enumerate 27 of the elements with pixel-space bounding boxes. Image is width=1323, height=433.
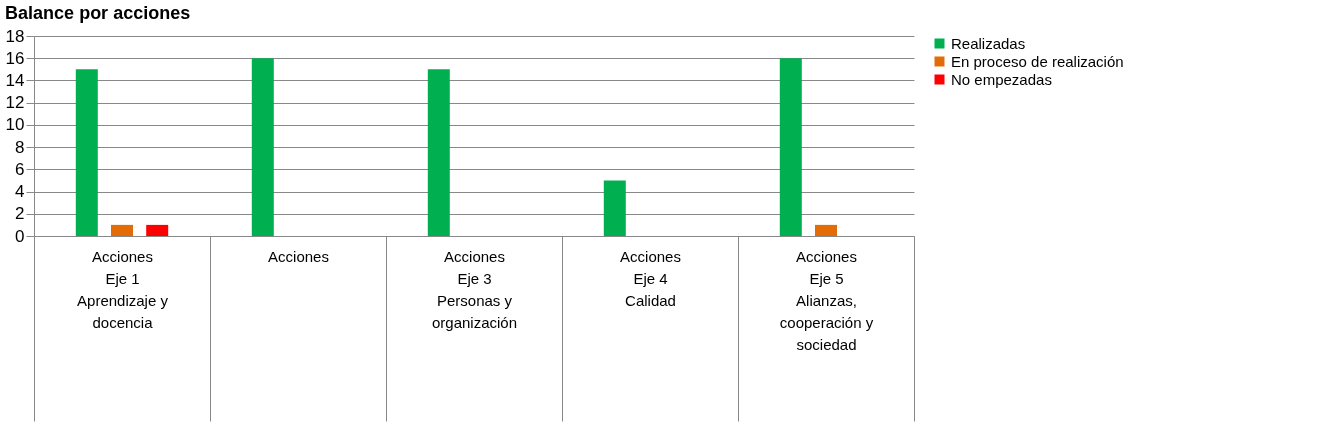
bar [779,58,802,236]
x-tick-label: Acciones Eje 3 Personas y organización [431,247,518,331]
chart-title: Balance por acciones [5,3,191,23]
legend-label: En proceso de realización [951,52,1124,70]
bar [427,69,450,236]
y-tick-label: 8 [15,137,25,157]
bar [111,224,133,236]
y-tick-label: 18 [5,26,25,46]
y-tick-label: 4 [15,182,25,202]
y-tick-label: 14 [5,70,25,90]
y-tick-label: 0 [15,226,25,246]
bar [251,58,274,236]
bar [603,180,626,236]
y-tick-label: 2 [15,204,25,224]
y-tick-label: 12 [5,93,25,113]
x-tick-label: Acciones Eje 4 Calidad [620,247,681,309]
bar [146,224,169,236]
bar [815,224,837,236]
legend-label: Realizadas [951,34,1026,52]
x-tick-label: Acciones Eje 5 Alianzas, cooperación y sociedad [779,247,874,353]
bar [75,69,98,236]
y-tick-label: 16 [5,48,25,68]
legend-label: No empezadas [951,70,1052,88]
x-tick-label: Acciones [268,247,329,265]
y-tick-label: 6 [15,159,25,179]
y-tick-label: 10 [5,115,25,135]
x-tick-label: Acciones Eje 1 Aprendizaje y docencia [77,247,169,331]
